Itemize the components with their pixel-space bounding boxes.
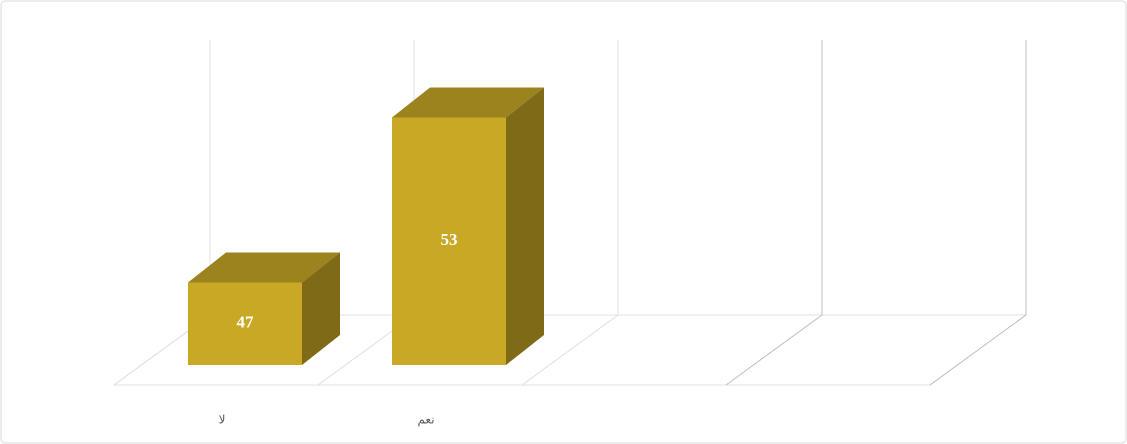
bar — [392, 117, 506, 365]
bar — [188, 282, 302, 365]
bar-side — [506, 87, 544, 365]
divider — [521, 40, 619, 386]
data-label: 53 — [441, 230, 458, 249]
bar-top — [188, 252, 340, 283]
divider — [725, 40, 823, 386]
data-label: 47 — [237, 313, 255, 332]
x-tick-label: نعم — [417, 413, 434, 427]
bar-side — [302, 252, 340, 365]
x-tick-label: لا — [219, 413, 226, 427]
bar-top — [392, 87, 544, 118]
divider — [929, 40, 1027, 386]
